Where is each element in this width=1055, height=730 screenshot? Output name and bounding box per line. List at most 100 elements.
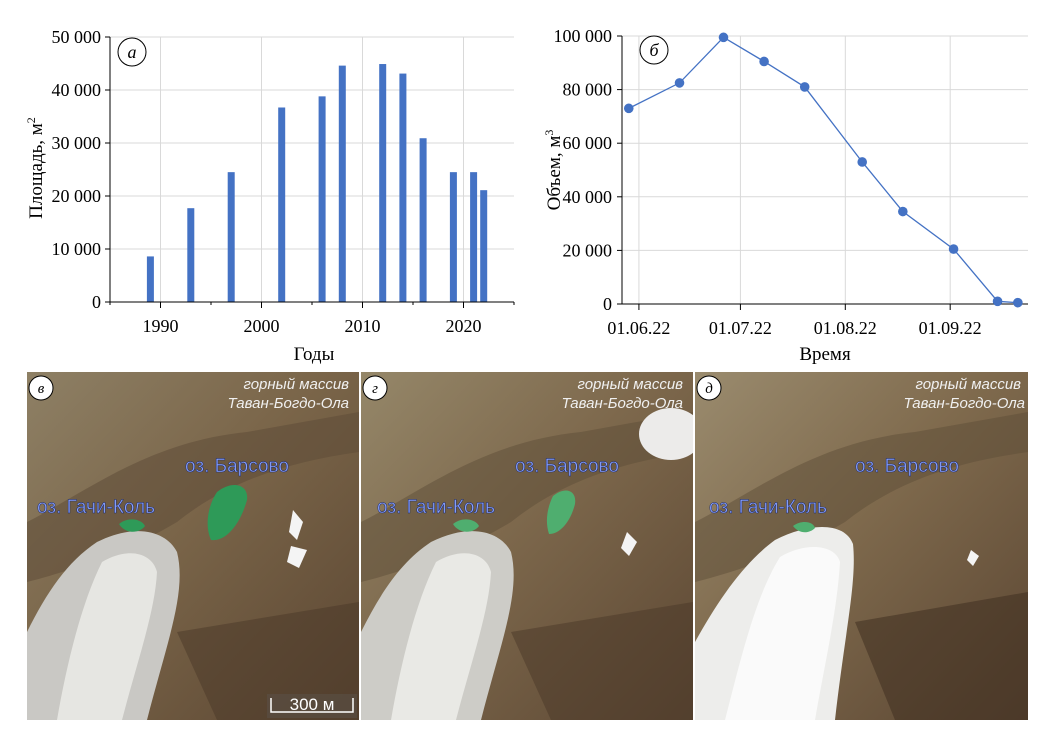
y-tick-label: 10 000 — [52, 239, 102, 259]
bar — [419, 138, 427, 302]
massif-label-line1: горный массив — [915, 376, 1021, 393]
massif-label-line1: горный массив — [243, 376, 349, 393]
panel-label: в — [38, 381, 45, 397]
x-tick-label: 2000 — [244, 316, 280, 336]
data-point — [1013, 297, 1023, 308]
data-point — [992, 296, 1003, 307]
data-point — [718, 32, 729, 43]
panel-label-circle — [696, 375, 722, 401]
glacier-highlight — [391, 553, 491, 720]
y-tick-label: 30 000 — [52, 133, 102, 153]
y-axis-label: Площадь, м2 — [24, 117, 47, 219]
x-axis-label: Годы — [294, 344, 335, 365]
snow-patch — [621, 532, 637, 556]
y-tick-labels: 0 10 000 20 000 30 000 40 000 50 000 — [52, 27, 102, 312]
y-tick-label: 100 000 — [554, 26, 613, 46]
panel-label-circle — [362, 375, 388, 401]
bar — [480, 190, 488, 302]
massif-label-line2: Таван-Богдо-Ола — [227, 395, 349, 412]
series-line — [628, 36, 1018, 304]
valley-shadow — [177, 602, 359, 720]
satellite-image-v: в горный массив Таван-Богдо-Ола оз. Барс… — [27, 372, 359, 720]
y-tick-label: 40 000 — [563, 187, 613, 207]
satellite-image-d: д горный массив Таван-Богдо-Ола оз. Барс… — [695, 372, 1028, 720]
snow-patch — [289, 510, 303, 540]
axes — [105, 36, 515, 308]
x-tick-label: 01.08.22 — [814, 318, 877, 338]
y-tick-label: 20 000 — [52, 186, 102, 206]
x-tick-label: 01.09.22 — [919, 318, 982, 338]
x-tick-label: 01.06.22 — [607, 318, 670, 338]
scale-bar-box — [267, 694, 357, 718]
x-tick-labels: 1990 2000 2010 2020 — [143, 316, 482, 336]
bar — [399, 73, 407, 302]
massif-label-line1: горный массив — [577, 376, 683, 393]
grid — [622, 35, 1028, 305]
valley-shadow — [855, 592, 1028, 720]
massif-label-line2: Таван-Богдо-Ола — [903, 395, 1025, 412]
panel-label: б — [649, 40, 659, 60]
panel-label-circle — [117, 37, 147, 67]
y-axis-label: Объем, м3 — [542, 130, 565, 211]
y-tick-label: 80 000 — [563, 80, 613, 100]
scale-bar-label: 300 м — [290, 695, 335, 714]
data-point — [623, 103, 634, 114]
lake-gachi-kol — [119, 519, 145, 532]
bar — [379, 64, 387, 302]
x-tick-labels: 01.06.22 01.07.22 01.08.22 01.09.22 — [607, 318, 981, 338]
lake-gachi-kol — [793, 522, 815, 533]
lake-barsovo — [207, 485, 248, 541]
lake-gachi-kol-label: оз. Гачи-Коль — [37, 497, 155, 518]
scale-bar — [270, 698, 354, 713]
y-tick-label: 20 000 — [563, 240, 613, 260]
panel-label-circle — [28, 375, 54, 401]
y-tick-label: 40 000 — [52, 80, 102, 100]
bar — [449, 172, 457, 302]
axes — [617, 35, 1028, 310]
lake-gachi-kol-label: оз. Гачи-Коль — [709, 497, 827, 518]
data-point — [898, 206, 908, 217]
bar — [318, 96, 326, 302]
y-tick-label: 0 — [603, 294, 612, 314]
bar — [338, 65, 346, 303]
y-tick-labels: 0 20 000 40 000 60 000 80 000 100 000 — [554, 26, 613, 314]
x-tick-label: 2020 — [446, 316, 482, 336]
data-point — [674, 78, 685, 88]
y-tick-label: 60 000 — [563, 133, 613, 153]
bar — [278, 107, 286, 303]
valley-shadow — [511, 602, 693, 720]
lake-barsovo-label: оз. Барсово — [515, 456, 619, 477]
glacier-highlight — [725, 546, 840, 720]
massif-label-line2: Таван-Богдо-Ола — [561, 395, 683, 412]
bar — [146, 256, 154, 302]
lake-barsovo — [546, 490, 576, 534]
lake-barsovo-label: оз. Барсово — [185, 456, 289, 477]
lake-gachi-kol-label: оз. Гачи-Коль — [377, 497, 495, 518]
snow-patch — [967, 550, 979, 566]
x-tick-label: 01.07.22 — [709, 318, 772, 338]
panel-label: д — [705, 381, 713, 397]
data-point — [759, 56, 769, 67]
bar — [187, 208, 195, 302]
data-point — [857, 157, 868, 167]
panel-label: г — [372, 381, 378, 397]
area-bar-chart: 0 10 000 20 000 30 000 40 000 50 000 1990 2000… — [24, 27, 515, 365]
y-tick-label: 50 000 — [52, 27, 102, 47]
snow-patch — [287, 546, 307, 568]
x-tick-label: 2010 — [345, 316, 381, 336]
data-point — [948, 244, 959, 254]
y-tick-label: 0 — [92, 292, 101, 312]
satellite-image-g: г горный массив Таван-Богдо-Ола оз. Барс… — [361, 372, 693, 720]
data-point — [799, 82, 810, 92]
grid — [110, 36, 514, 303]
cloud — [639, 408, 693, 460]
volume-line-chart: 0 20 000 40 000 60 000 80 000 100 000 01.06.2… — [542, 26, 1028, 365]
x-axis-label: Время — [799, 344, 851, 365]
bar — [470, 172, 478, 302]
panel-label-circle — [639, 35, 669, 65]
bars — [146, 64, 488, 303]
bar — [227, 172, 235, 302]
lake-barsovo-label: оз. Барсово — [855, 456, 959, 477]
panel-label: а — [128, 42, 137, 62]
lake-gachi-kol — [453, 519, 479, 532]
